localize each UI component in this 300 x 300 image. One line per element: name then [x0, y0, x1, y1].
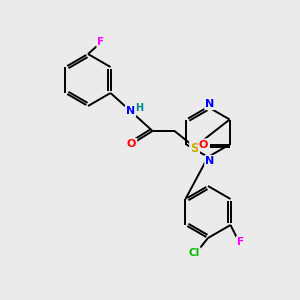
Text: N: N — [126, 106, 135, 116]
Text: F: F — [237, 237, 244, 247]
Text: N: N — [206, 156, 214, 166]
Text: S: S — [190, 142, 199, 155]
Text: N: N — [206, 99, 214, 109]
Text: O: O — [127, 139, 136, 149]
Text: F: F — [98, 37, 105, 47]
Text: Cl: Cl — [188, 248, 200, 258]
Text: H: H — [136, 103, 144, 113]
Text: O: O — [199, 140, 208, 149]
